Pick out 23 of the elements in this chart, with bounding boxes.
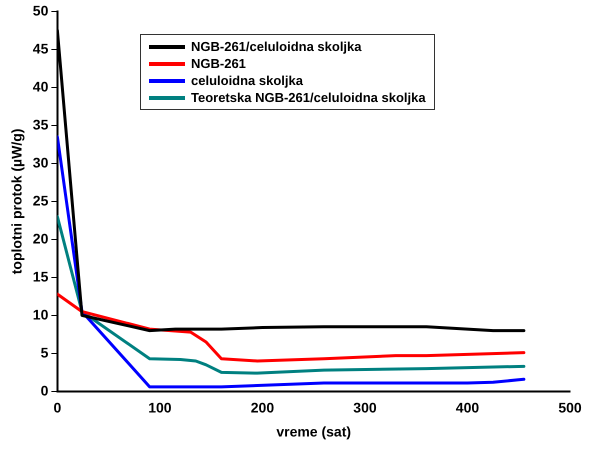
y-axis-title: toplotni protok (µW/g) [8, 128, 24, 274]
y-tick-label: 20 [32, 230, 49, 246]
y-tick-label: 40 [32, 78, 49, 94]
legend-label: NGB-261/celuloidna skoljka [191, 39, 362, 54]
y-tick-label: 50 [32, 2, 49, 18]
x-tick-label: 500 [558, 400, 582, 416]
y-tick-label: 10 [32, 306, 49, 322]
legend-label: celuloidna skoljka [191, 73, 303, 88]
legend-label: Teoretska NGB-261/celuloidna skoljka [191, 90, 426, 105]
y-tick-label: 0 [40, 382, 49, 398]
y-tick-label: 45 [32, 40, 49, 56]
y-tick-label: 15 [32, 268, 49, 284]
y-tick-label: 30 [32, 154, 49, 170]
x-tick-label: 0 [53, 400, 62, 416]
x-tick-label: 300 [353, 400, 377, 416]
y-tick-label: 35 [32, 116, 49, 132]
y-tick-label: 5 [40, 344, 49, 360]
x-tick-label: 100 [148, 400, 172, 416]
legend-label: NGB-261 [191, 56, 246, 71]
x-tick-label: 400 [456, 400, 480, 416]
y-tick-label: 25 [32, 192, 49, 208]
x-axis-title: vreme (sat) [276, 423, 352, 440]
x-tick-label: 200 [250, 400, 274, 416]
